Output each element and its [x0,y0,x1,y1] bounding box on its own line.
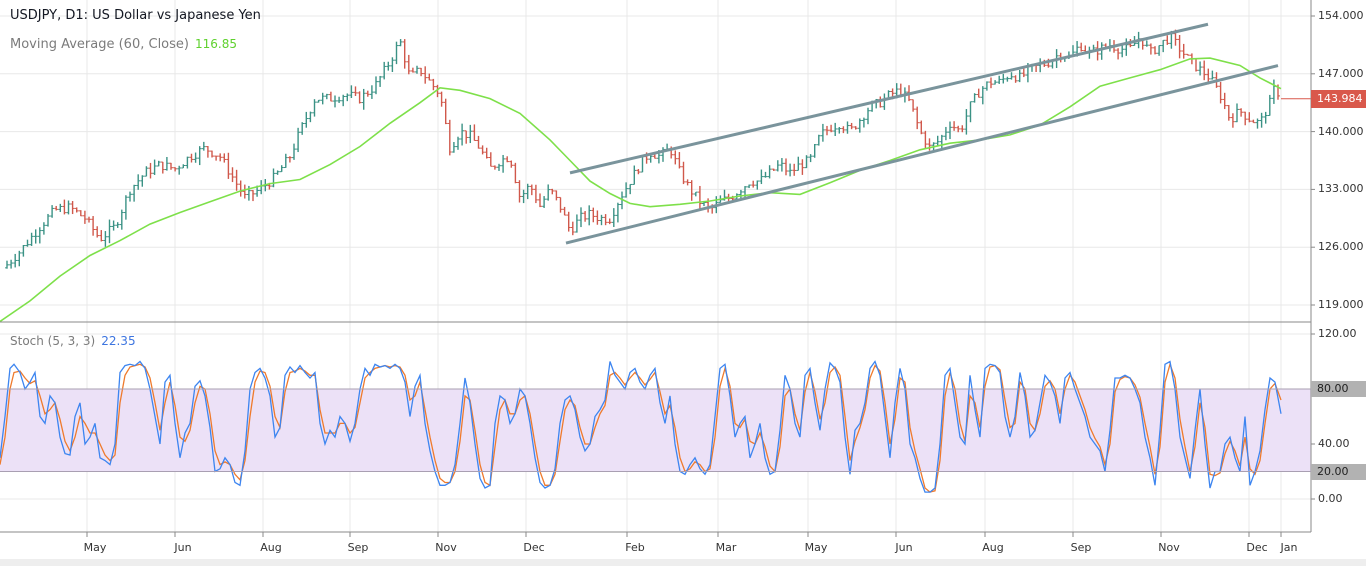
ma-legend[interactable]: Moving Average (60, Close) 116.85 [10,37,237,52]
stoch-d-line [0,362,1282,493]
chart-title-legend: USDJPY, D1: US Dollar vs Japanese Yen [10,8,261,23]
stoch-k-line [0,360,1282,493]
price-axis-label: 119.000 [1318,298,1364,311]
stoch-legend-value: 22.35 [101,334,136,348]
moving-average-line [0,57,1282,323]
ma-legend-value: 116.85 [194,37,237,51]
time-axis-label: May [804,541,828,554]
channel-upper-trendline[interactable] [569,22,1209,175]
stoch-axis-label: 40.00 [1318,437,1350,450]
stoch-axis-label: 0.00 [1318,492,1343,505]
time-axis-label: Aug [260,541,282,554]
stoch-band-label: 80.00 [1311,381,1366,397]
current-price-tag: 143.984 [1311,89,1366,108]
channel-lower-trendline[interactable] [565,64,1279,245]
time-axis-label: May [83,541,107,554]
stoch-overbought-oversold-band [0,389,1311,472]
stoch-legend[interactable]: Stoch (5, 3, 3) 22.35 [10,334,136,348]
time-axis-label: Aug [982,541,1004,554]
price-axis-label: 147.000 [1318,66,1364,80]
stoch-legend-label: Stoch (5, 3, 3) [10,334,96,348]
time-axis-label: Nov [1158,541,1180,554]
time-axis-label: Feb [625,541,645,554]
stoch-band-label: 20.00 [1311,463,1366,480]
ma-legend-label: Moving Average (60, Close) [10,37,189,52]
time-axis-label: Nov [435,541,457,554]
price-axis-label: 126.000 [1318,240,1364,254]
time-axis-label: Sep [1070,541,1092,554]
chart-title: USDJPY, D1: US Dollar vs Japanese Yen [10,8,261,23]
time-axis-label: Sep [347,541,369,554]
time-axis-label: Dec [523,541,545,554]
price-axis-label: 133.000 [1318,182,1364,196]
price-axis-label: 140.000 [1318,124,1364,138]
time-axis-label: Jun [895,541,913,554]
pane-frame [0,0,1315,537]
bottom-scroll-strip[interactable] [0,559,1366,566]
time-axis-label: Dec [1246,541,1268,554]
price-axis-label: 154.000 [1318,9,1364,22]
stoch-axis-label: 120.00 [1318,327,1357,340]
time-axis-label: Mar [715,541,737,554]
time-axis-label: Jan [1280,541,1298,554]
time-axis-label: Jun [174,541,192,554]
ohlc-bars [5,29,1280,269]
